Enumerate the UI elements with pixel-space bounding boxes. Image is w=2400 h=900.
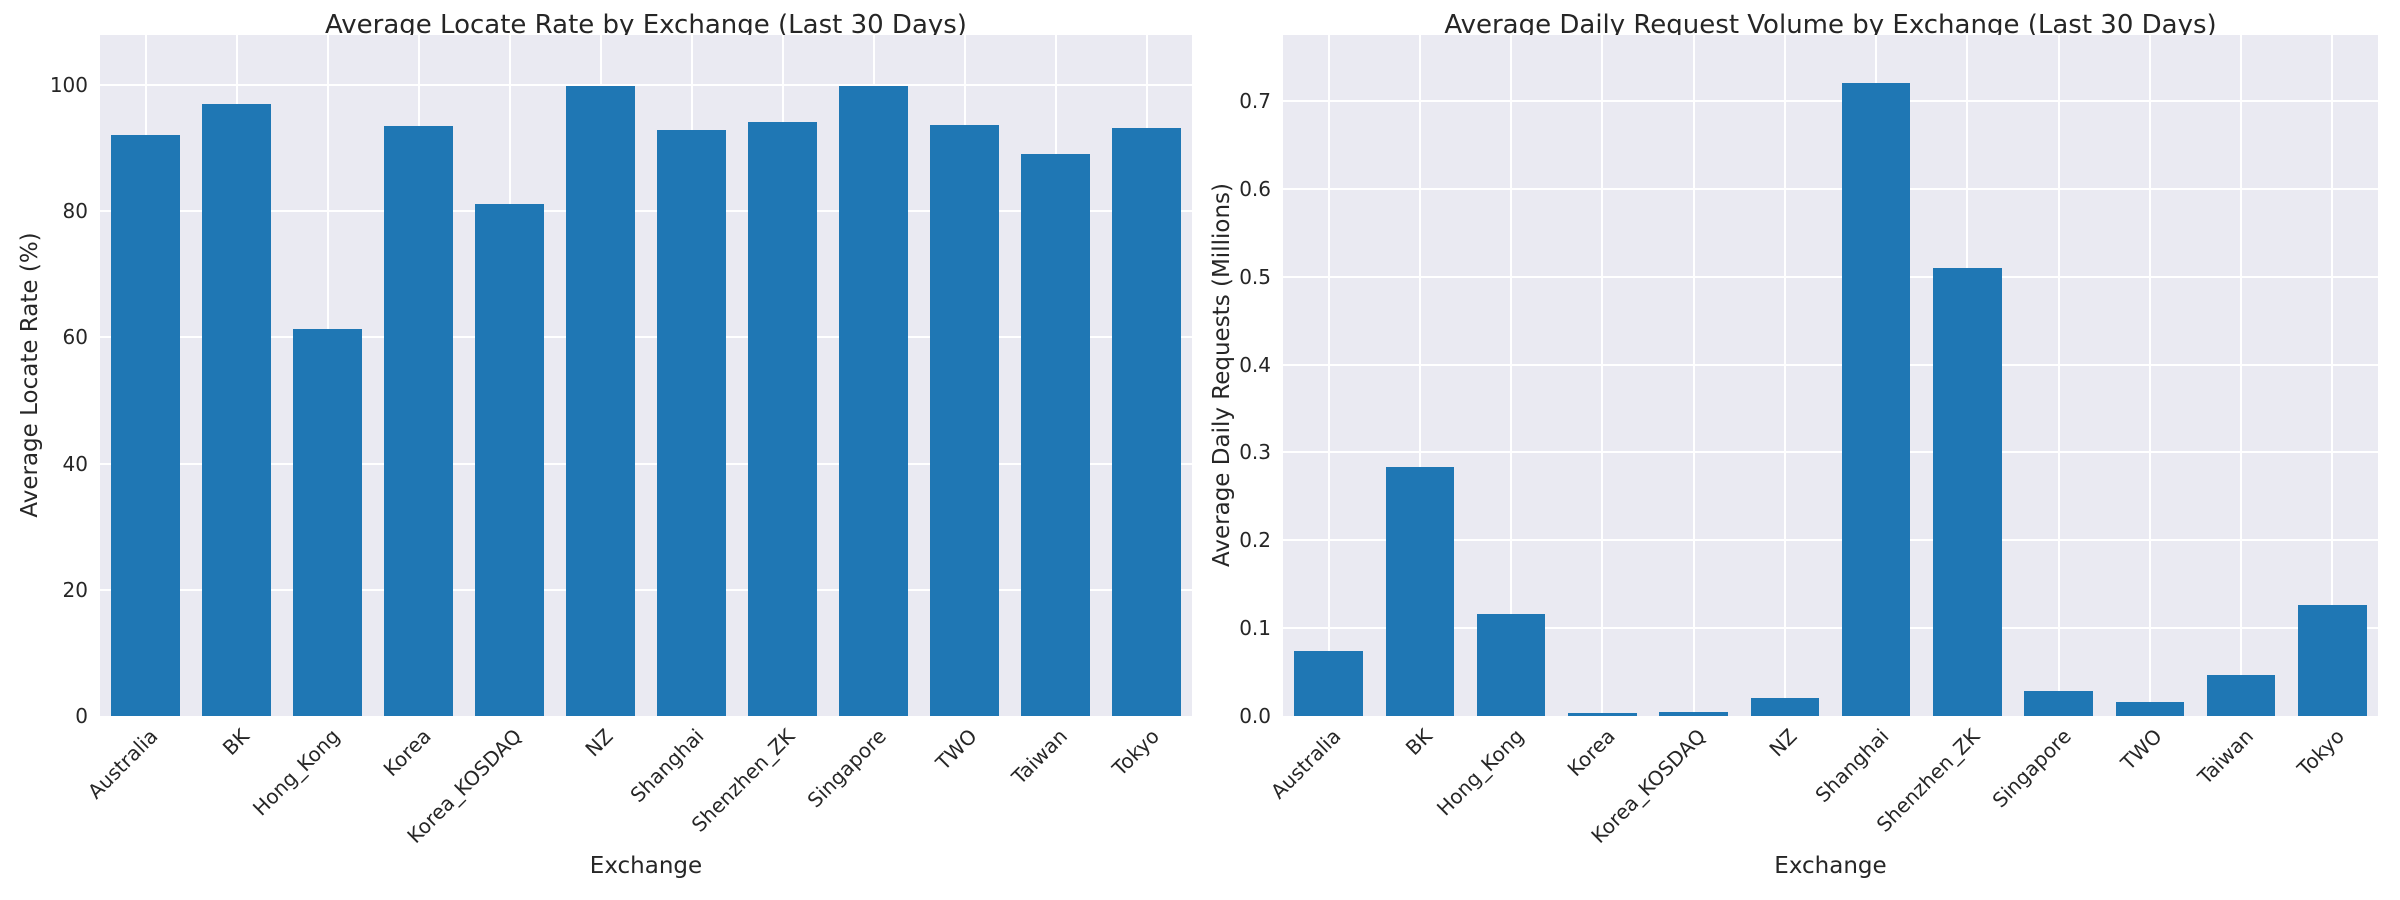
y-tick-label: 0.6 <box>1239 176 1271 201</box>
h-gridline <box>100 336 1192 339</box>
locate-rate-chart-panel: Average Locate Rate by Exchange (Last 30… <box>17 10 1192 879</box>
x-tick-text: NZ <box>1764 724 1802 762</box>
v-gridline <box>1327 35 1330 716</box>
bar <box>1112 128 1181 716</box>
bar <box>1476 614 1546 716</box>
h-gridline <box>1283 627 2378 630</box>
x-tick-text: Shanghai <box>1810 724 1894 808</box>
plot-area <box>100 35 1192 716</box>
bar <box>202 104 271 716</box>
bar <box>2206 674 2276 716</box>
y-tick-label: 0.5 <box>1239 264 1271 289</box>
chart-title: Average Locate Rate by Exchange (Last 30… <box>325 10 967 40</box>
bar <box>839 85 908 716</box>
h-gridline <box>100 83 1192 86</box>
bar <box>1841 83 1911 716</box>
x-axis-label: Exchange <box>1774 853 1887 879</box>
bar <box>111 134 180 716</box>
v-gridline <box>2240 35 2243 716</box>
y-tick-label: 0.7 <box>1239 88 1271 113</box>
y-tick-label: 0.4 <box>1239 352 1271 377</box>
h-gridline <box>100 210 1192 213</box>
v-gridline <box>1692 35 1695 716</box>
bar <box>1021 154 1090 716</box>
y-tick-label: 0 <box>75 704 88 728</box>
x-tick-text: NZ <box>580 724 618 762</box>
h-gridline <box>1283 539 2378 542</box>
x-tick-text: Shanghai <box>625 724 709 808</box>
bar <box>1933 267 2002 716</box>
y-tick-label: 80 <box>62 199 88 224</box>
h-gridline <box>1283 99 2378 102</box>
bar <box>1568 713 1637 716</box>
y-tick-label: 40 <box>62 451 88 476</box>
x-tick-text: Tokyo <box>1106 724 1164 781</box>
h-gridline <box>1283 275 2378 278</box>
h-gridline <box>1283 363 2378 366</box>
x-axis-label: Exchange <box>589 853 703 879</box>
y-tick-label: 0.3 <box>1239 440 1271 465</box>
bar <box>1750 698 1820 716</box>
x-tick-text: Taiwan <box>2193 724 2259 790</box>
x-tick-text: BK <box>217 724 254 760</box>
x-tick-text: Taiwan <box>1007 724 1073 790</box>
x-tick-text: Hong_Kong <box>248 724 345 821</box>
h-gridline <box>1283 451 2378 454</box>
v-gridline <box>1510 35 1513 716</box>
chart-title: Average Daily Request Volume by Exchange… <box>1444 10 2217 40</box>
bar <box>475 203 544 716</box>
y-tick-label: 60 <box>62 325 88 350</box>
bar <box>748 122 817 716</box>
y-tick-label: 100 <box>49 72 88 97</box>
bar <box>1659 712 1728 716</box>
x-tick-text: TWO <box>2116 724 2167 775</box>
h-gridline <box>1283 187 2378 190</box>
bar <box>2298 605 2367 716</box>
bar <box>384 125 453 716</box>
bar <box>657 129 726 716</box>
y-axis-label: Average Locate Rate (%) <box>17 232 43 518</box>
y-tick-label: 20 <box>62 577 88 602</box>
v-gridline <box>2331 35 2334 716</box>
y-tick-label: 0.2 <box>1239 528 1271 553</box>
bar <box>293 329 362 716</box>
h-gridline <box>100 462 1192 465</box>
bar <box>1294 650 1363 716</box>
x-tick-text: Australia <box>82 724 163 804</box>
x-tick-text: Singapore <box>802 724 891 813</box>
x-tick-text: TWO <box>930 724 982 775</box>
x-tick-text: Australia <box>1266 724 1346 804</box>
bar <box>1385 467 1455 716</box>
bar <box>930 124 999 716</box>
v-gridline <box>2148 35 2151 716</box>
v-gridline <box>2057 35 2060 716</box>
v-gridline <box>1783 35 1786 716</box>
x-tick-text: BK <box>1400 724 1437 760</box>
h-gridline <box>100 588 1192 591</box>
x-tick-text: Korea <box>378 724 436 782</box>
plot-area <box>1283 35 2378 716</box>
bar <box>566 85 635 716</box>
x-tick-text: Hong_Kong <box>1431 724 1529 821</box>
x-tick-text: Singapore <box>1987 724 2076 813</box>
y-tick-label: 0.0 <box>1239 704 1271 728</box>
v-gridline <box>1418 35 1421 716</box>
x-tick-text: Tokyo <box>2292 724 2350 781</box>
y-axis-label: Average Daily Requests (Millions) <box>1209 183 1235 567</box>
bar <box>2024 691 2093 716</box>
v-gridline <box>1601 35 1604 716</box>
bar <box>2115 701 2185 716</box>
x-tick-text: Korea <box>1562 724 1620 782</box>
y-tick-label: 0.1 <box>1239 616 1271 641</box>
request-volume-chart-panel: Average Daily Request Volume by Exchange… <box>1200 0 2400 900</box>
